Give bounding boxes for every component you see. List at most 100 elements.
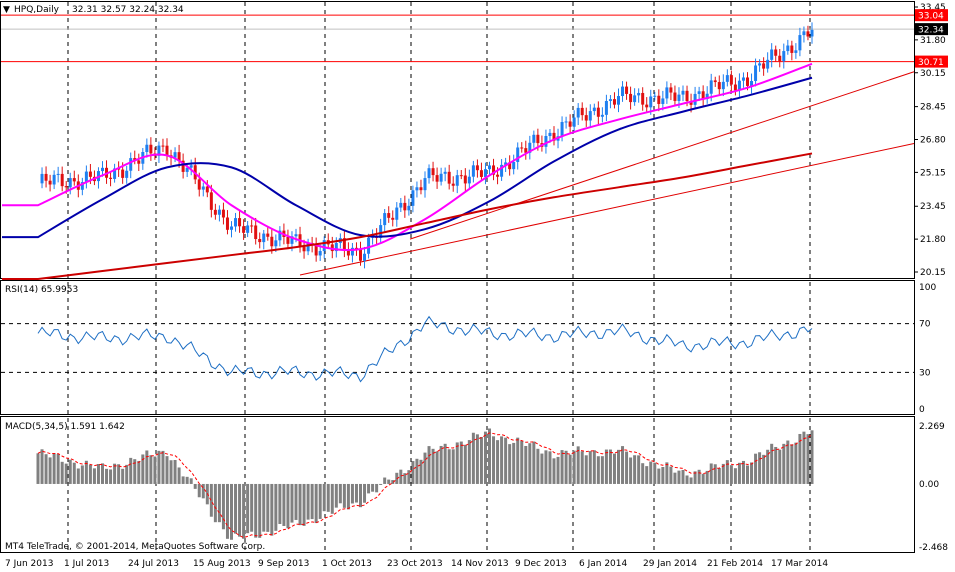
macd-histogram-bar <box>665 462 669 484</box>
macd-histogram-bar <box>548 451 552 484</box>
candle-body <box>637 92 641 96</box>
macd-panel[interactable] <box>0 416 915 553</box>
macd-histogram-bar <box>661 466 665 484</box>
macd-histogram-bar <box>709 463 713 484</box>
macd-histogram-bar <box>367 483 371 494</box>
rsi-tick-label: 100 <box>919 283 936 293</box>
candle-body <box>709 80 713 94</box>
candle-body <box>157 145 161 156</box>
rsi-tick-label: 0 <box>919 405 925 415</box>
macd-histogram-bar <box>101 463 104 484</box>
macd-histogram-bar <box>371 483 375 492</box>
x-tick-label: 23 Oct 2013 <box>387 559 443 569</box>
candle-body <box>68 178 72 188</box>
macd-histogram-bar <box>326 483 330 512</box>
x-tick-label: 14 Nov 2013 <box>451 559 509 569</box>
macd-histogram-bar <box>189 478 193 484</box>
candle-body <box>580 107 584 116</box>
candle-body <box>548 132 552 137</box>
candle-body <box>560 122 564 137</box>
candle-body <box>729 75 733 85</box>
x-tick-label: 1 Oct 2013 <box>322 559 372 569</box>
macd-histogram-bar <box>677 470 681 484</box>
x-tick-label: 21 Feb 2014 <box>707 559 763 569</box>
macd-histogram-bar <box>641 463 645 484</box>
macd-histogram-bar <box>532 441 536 484</box>
macd-histogram-bar <box>612 453 616 484</box>
candle-body <box>205 186 209 193</box>
macd-histogram-bar <box>415 458 419 484</box>
candle-body <box>363 253 367 261</box>
candle-body <box>64 186 68 188</box>
candle-body <box>532 134 536 143</box>
main-panel[interactable] <box>0 1 915 279</box>
candle-body <box>306 242 310 252</box>
macd-histogram-bar <box>580 451 584 484</box>
macd-histogram-bar <box>443 443 447 484</box>
candle-body <box>774 49 778 56</box>
macd-histogram-bar <box>238 483 242 537</box>
collapse-triangle-icon[interactable]: ▼ <box>3 5 10 15</box>
candle-body <box>645 104 649 108</box>
rsi-panel[interactable] <box>0 280 915 415</box>
candle-body <box>721 81 725 90</box>
candle-body <box>181 160 185 172</box>
candle-body <box>407 205 411 211</box>
macd-histogram-bar <box>359 483 362 508</box>
macd-histogram-bar <box>741 460 745 484</box>
macd-histogram-bar <box>153 456 157 484</box>
candle-body <box>568 121 572 127</box>
candle-body <box>399 202 403 208</box>
macd-histogram-bar <box>762 454 766 484</box>
macd-histogram-bar <box>44 454 48 484</box>
candle-body <box>60 173 64 187</box>
macd-histogram-bar <box>733 468 737 484</box>
symbol-label: HPQ,Daily <box>14 5 60 15</box>
macd-histogram-bar <box>221 483 225 530</box>
macd-histogram-bar <box>338 483 342 504</box>
candle-body <box>185 167 189 172</box>
macd-histogram-bar <box>508 444 512 484</box>
candle-body <box>810 29 814 37</box>
candle-body <box>802 31 806 36</box>
macd-histogram-bar <box>318 483 322 519</box>
macd-histogram-bar <box>145 450 149 484</box>
macd-histogram-bar <box>701 473 705 484</box>
candle-body <box>314 245 318 256</box>
y-tick-label: 31.80 <box>920 36 946 46</box>
rsi-tick-label: 30 <box>919 368 931 378</box>
candle-body <box>254 225 258 240</box>
macd-histogram-bar <box>266 483 270 532</box>
macd-histogram-bar <box>161 450 165 484</box>
macd-histogram-bar <box>242 483 246 539</box>
macd-histogram-bar <box>431 448 435 484</box>
candle-body <box>689 101 693 105</box>
candle-body <box>520 147 524 149</box>
candle-body <box>697 91 701 94</box>
candle-body <box>778 55 782 62</box>
macd-histogram-bar <box>298 483 302 526</box>
candle-body <box>782 51 786 62</box>
candle-body <box>584 115 588 121</box>
macd-histogram-bar <box>262 483 266 532</box>
candle-body <box>403 202 407 211</box>
macd-histogram-bar <box>109 469 113 484</box>
macd-histogram-bar <box>270 483 274 536</box>
macd-histogram-bar <box>463 444 467 484</box>
macd-histogram-bar <box>330 483 334 514</box>
candle-body <box>209 192 213 210</box>
candle-body <box>250 225 254 227</box>
macd-histogram-bar <box>754 453 758 484</box>
candle-body <box>225 217 229 230</box>
candle-body <box>536 134 540 144</box>
macd-histogram-bar <box>88 464 92 484</box>
macd-histogram-bar <box>181 476 185 484</box>
candle-body <box>685 90 689 102</box>
macd-histogram-bar <box>314 483 318 524</box>
macd-histogram-bar <box>528 443 532 484</box>
candle-body <box>88 171 92 177</box>
macd-histogram-bar <box>576 446 580 484</box>
candle-body <box>383 213 387 226</box>
candle-body <box>330 244 334 252</box>
